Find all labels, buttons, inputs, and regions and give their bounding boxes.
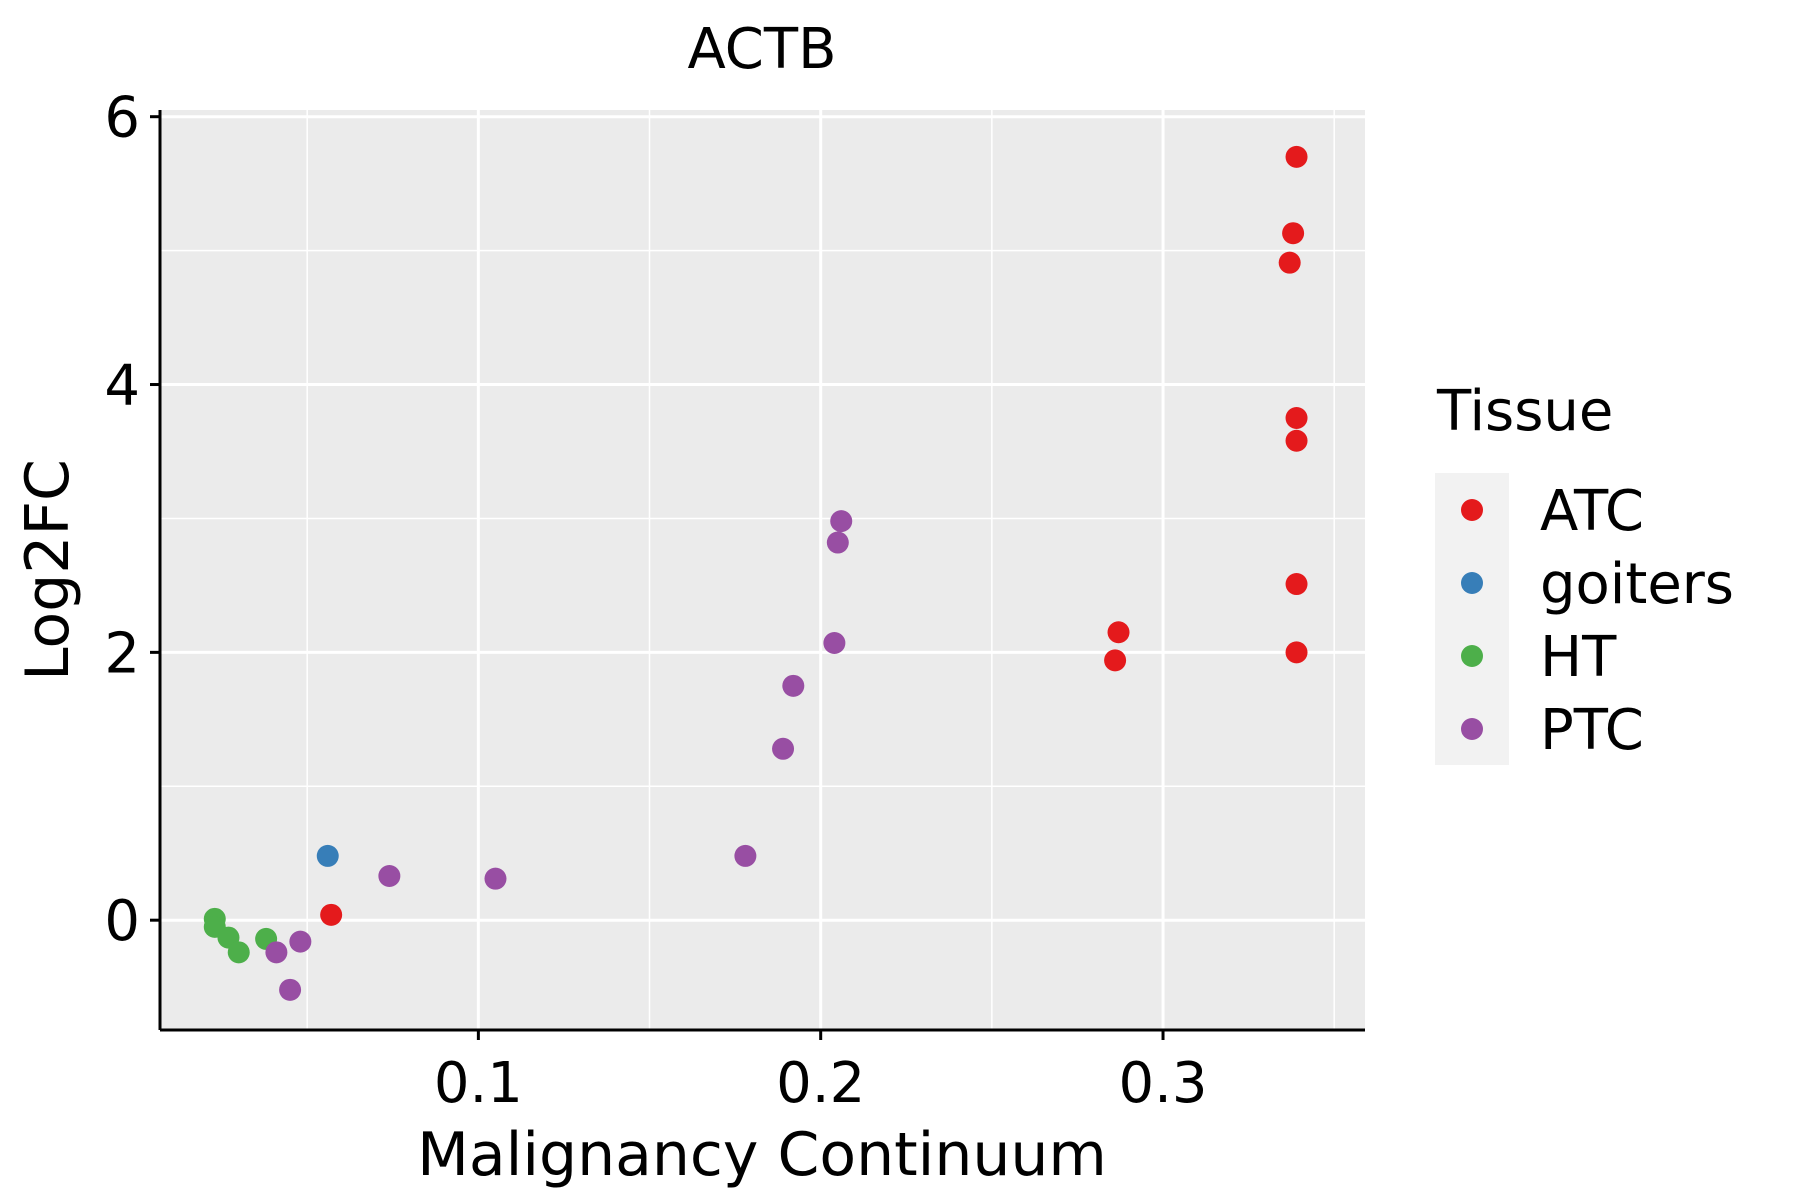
y-tick-label: 4 <box>104 354 140 419</box>
y-tick-label: 6 <box>104 86 140 151</box>
legend-marker-atc <box>1461 499 1483 521</box>
point-atc <box>1104 649 1127 672</box>
legend: Tissue ATC goiters HT PTC <box>1435 379 1734 765</box>
point-ptc <box>772 737 795 760</box>
y-axis-ticks: 0 2 4 6 <box>104 86 160 954</box>
major-gridlines <box>160 110 1365 1030</box>
point-ptc <box>782 674 805 697</box>
chart-title: ACTB <box>687 17 836 82</box>
point-ptc <box>265 941 288 964</box>
point-atc <box>1285 573 1308 596</box>
point-goiters <box>316 844 339 867</box>
legend-label-ptc: PTC <box>1540 698 1644 763</box>
y-tick-label: 2 <box>104 621 140 686</box>
point-atc <box>320 903 343 926</box>
legend-label-ht: HT <box>1540 625 1617 690</box>
point-ptc <box>830 510 853 533</box>
legend-key-background <box>1435 473 1509 765</box>
point-ptc <box>734 844 757 867</box>
point-atc <box>1285 145 1308 168</box>
y-tick-label: 0 <box>104 889 140 954</box>
legend-label-atc: ATC <box>1540 479 1644 544</box>
legend-label-goiters: goiters <box>1540 552 1734 617</box>
point-atc <box>1285 429 1308 452</box>
point-ptc <box>823 631 846 654</box>
legend-marker-ptc <box>1461 718 1483 740</box>
plot-panel <box>160 110 1365 1030</box>
x-axis-ticks: 0.1 0.2 0.3 <box>434 1030 1208 1116</box>
x-tick-label: 0.1 <box>434 1051 523 1116</box>
point-atc <box>1282 222 1305 245</box>
point-atc <box>1278 251 1301 274</box>
point-atc <box>1107 621 1130 644</box>
point-atc <box>1285 641 1308 664</box>
data-points <box>203 145 1308 1001</box>
x-tick-label: 0.3 <box>1118 1051 1207 1116</box>
point-ptc <box>378 864 401 887</box>
legend-entries: ATC goiters HT PTC <box>1461 479 1734 763</box>
x-axis-label: Malignancy Continuum <box>417 1120 1107 1190</box>
x-tick-label: 0.2 <box>776 1051 865 1116</box>
point-ht <box>227 941 250 964</box>
point-ptc <box>484 867 507 890</box>
point-ptc <box>289 930 312 953</box>
point-atc <box>1285 407 1308 430</box>
y-axis-label: Log2FC <box>13 459 83 681</box>
minor-gridlines <box>160 110 1365 1030</box>
point-ptc <box>826 531 849 554</box>
legend-title: Tissue <box>1436 379 1613 444</box>
legend-marker-ht <box>1461 645 1483 667</box>
point-ptc <box>279 978 302 1001</box>
legend-marker-goiters <box>1461 572 1483 594</box>
